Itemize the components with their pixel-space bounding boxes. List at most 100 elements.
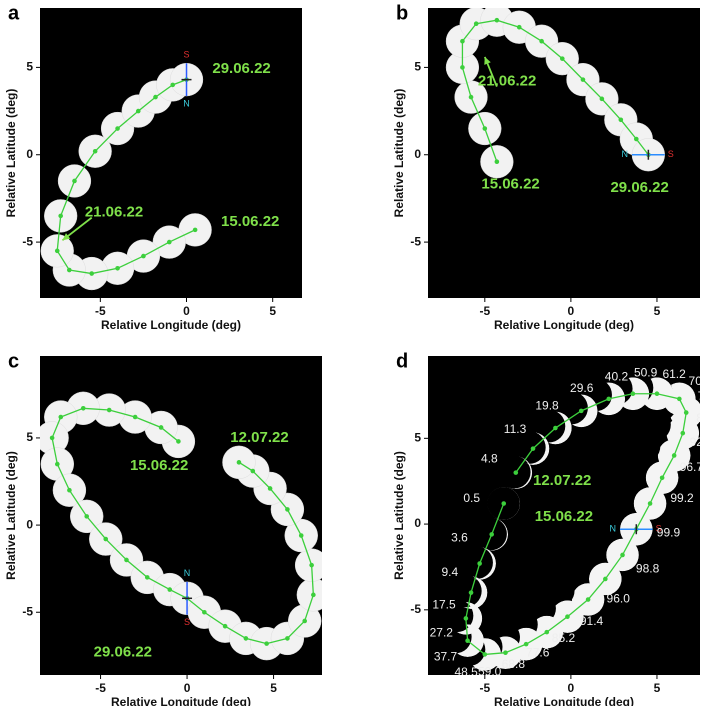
plot-layer: N S 15.06.22 12.07.22 29.06.22	[40, 391, 322, 661]
track-point	[671, 453, 677, 458]
track-point	[677, 396, 682, 402]
date-annotation: 21.06.22	[85, 203, 143, 220]
south-label: S	[656, 524, 662, 534]
illumination-label: 17.5	[432, 597, 456, 611]
track-point	[620, 552, 625, 558]
south-label: S	[184, 617, 190, 627]
track-point	[298, 533, 304, 538]
date-annotation: 12.07.22	[533, 472, 591, 489]
illumination-label: 0.5	[463, 491, 480, 505]
track-point	[285, 636, 290, 641]
date-annotation: 21.06.22	[478, 72, 536, 89]
track-point	[477, 561, 482, 566]
y-tick-label: 0	[26, 517, 33, 531]
track-point	[578, 408, 584, 414]
track-point	[460, 38, 465, 44]
y-tick-label: -5	[22, 604, 33, 618]
y-axis-label: Relative Latitude (deg)	[392, 451, 406, 580]
panel-label: c	[8, 350, 19, 372]
plot-layer: N S 29.06.22 21.06.22 15.06.22	[40, 50, 279, 291]
track-point	[503, 650, 508, 656]
date-annotation: 15.06.22	[481, 175, 539, 192]
track-point	[80, 405, 86, 411]
track-point	[468, 94, 474, 100]
track-point	[630, 391, 636, 397]
illumination-label: 59.0	[478, 664, 502, 678]
panel-label: b	[396, 2, 408, 24]
track-point	[603, 576, 608, 582]
track-point	[54, 248, 60, 254]
x-tick-label: -5	[479, 681, 490, 695]
illumination-label: 99.9	[657, 525, 681, 539]
track-point	[72, 178, 77, 184]
illumination-label: 3.6	[451, 530, 468, 544]
arrow-head	[62, 233, 71, 241]
illumination-label: 86.6	[696, 411, 713, 425]
track-point	[167, 587, 173, 592]
track-point	[553, 425, 558, 431]
panel-label: d	[396, 350, 408, 372]
illumination-label: 4.8	[481, 452, 498, 466]
track-point	[513, 470, 519, 475]
y-axis-label: Relative Latitude (deg)	[4, 89, 18, 218]
track-point	[243, 636, 249, 641]
track-point	[501, 501, 507, 506]
illumination-label: 40.2	[605, 369, 629, 383]
track-point	[55, 461, 60, 467]
track-point	[67, 267, 72, 273]
illumination-label: 96.7	[680, 460, 704, 474]
track-point	[166, 239, 172, 245]
plot-layer: N S 21.06.22 15.06.22 29.06.22	[445, 8, 674, 196]
track-point	[473, 21, 479, 27]
y-tick-label: 0	[26, 147, 33, 161]
illumination-label: 19.8	[535, 399, 559, 413]
track-point	[494, 159, 500, 165]
track-point	[267, 486, 273, 491]
north-label: N	[622, 149, 629, 159]
track-point	[153, 94, 158, 100]
illumination-label: 96.0	[607, 592, 631, 606]
plot-layer: N S0.53.69.417.527.237.748.5 59.068.877.68…	[430, 365, 713, 678]
track-point	[302, 618, 307, 624]
x-tick-label: 5	[270, 681, 277, 695]
track-point	[250, 468, 256, 474]
x-axis-label: Relative Longitude (deg)	[494, 318, 634, 332]
illumination-label: 77.6	[526, 646, 550, 660]
track-point	[176, 439, 181, 444]
x-tick-label: -5	[479, 304, 490, 318]
track-point	[659, 475, 665, 481]
track-point	[115, 266, 120, 271]
arrow-head	[484, 56, 491, 65]
illumination-label: 92.4	[690, 435, 713, 449]
x-tick-label: -5	[95, 304, 106, 318]
panel-label: a	[8, 2, 20, 24]
track-point	[311, 592, 316, 598]
illumination-label: 11.3	[504, 422, 527, 436]
date-annotation: 15.06.22	[221, 213, 279, 230]
track-point	[680, 430, 686, 436]
illumination-label: 37.7	[434, 649, 458, 663]
y-tick-label: 0	[414, 147, 421, 161]
track-point	[606, 396, 612, 402]
north-label: N	[609, 524, 616, 534]
track-point	[202, 609, 207, 615]
track-point	[309, 562, 314, 568]
illumination-label: 9.4	[441, 565, 458, 579]
south-label: S	[184, 50, 190, 60]
x-tick-label: 0	[183, 304, 190, 318]
track-point	[618, 117, 624, 123]
track-point	[67, 487, 72, 493]
track-point	[170, 82, 176, 88]
track-point	[463, 616, 469, 621]
y-axis-label: Relative Latitude (deg)	[4, 451, 18, 580]
track-point	[84, 514, 90, 519]
y-tick-label: 0	[414, 516, 421, 530]
track-point	[135, 108, 141, 114]
track-point	[465, 638, 470, 643]
track-point	[192, 227, 198, 233]
y-tick-label: 5	[26, 430, 33, 444]
track-point	[58, 213, 63, 219]
track-point	[482, 126, 488, 131]
illumination-label: 27.2	[430, 625, 454, 639]
